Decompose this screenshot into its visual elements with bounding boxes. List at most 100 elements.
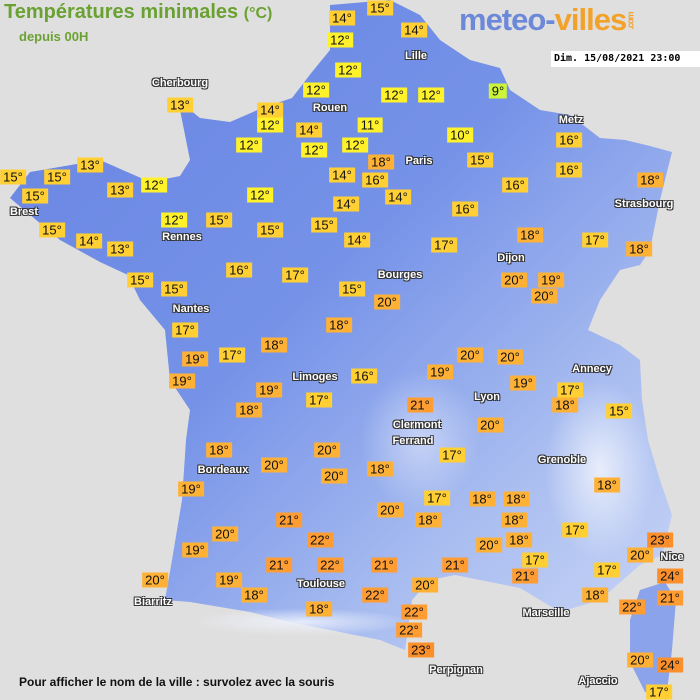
- temperature-marker[interactable]: 15°: [206, 212, 232, 228]
- temperature-marker[interactable]: 19°: [182, 542, 208, 558]
- temperature-marker[interactable]: 20°: [374, 294, 400, 310]
- temperature-marker[interactable]: 20°: [501, 272, 527, 288]
- temperature-marker[interactable]: 20°: [457, 347, 483, 363]
- temperature-marker[interactable]: 18°: [506, 532, 532, 548]
- temperature-marker[interactable]: 15°: [606, 403, 632, 419]
- temperature-marker[interactable]: 12°: [236, 137, 262, 153]
- temperature-marker[interactable]: 14°: [329, 167, 355, 183]
- temperature-marker[interactable]: 12°: [381, 87, 407, 103]
- temperature-marker[interactable]: 12°: [247, 187, 273, 203]
- temperature-marker[interactable]: 12°: [335, 62, 361, 78]
- temperature-marker[interactable]: 15°: [339, 281, 365, 297]
- temperature-marker[interactable]: 18°: [517, 227, 543, 243]
- temperature-marker[interactable]: 21°: [442, 557, 468, 573]
- temperature-marker[interactable]: 14°: [76, 233, 102, 249]
- temperature-marker[interactable]: 16°: [556, 162, 582, 178]
- temperature-marker[interactable]: 10°: [447, 127, 473, 143]
- temperature-marker[interactable]: 12°: [327, 32, 353, 48]
- temperature-marker[interactable]: 20°: [476, 537, 502, 553]
- temperature-marker[interactable]: 17°: [219, 347, 245, 363]
- temperature-marker[interactable]: 15°: [367, 0, 393, 16]
- temperature-marker[interactable]: 17°: [306, 392, 332, 408]
- temperature-marker[interactable]: 18°: [367, 461, 393, 477]
- meteo-villes-logo[interactable]: meteo-villes.com: [459, 2, 643, 38]
- temperature-marker[interactable]: 21°: [371, 557, 397, 573]
- temperature-marker[interactable]: 13°: [107, 241, 133, 257]
- temperature-marker[interactable]: 17°: [439, 447, 465, 463]
- temperature-marker[interactable]: 17°: [582, 232, 608, 248]
- temperature-marker[interactable]: 18°: [501, 512, 527, 528]
- temperature-marker[interactable]: 22°: [317, 557, 343, 573]
- temperature-marker[interactable]: 20°: [314, 442, 340, 458]
- temperature-marker[interactable]: 20°: [497, 349, 523, 365]
- temperature-marker[interactable]: 17°: [172, 322, 198, 338]
- temperature-marker[interactable]: 15°: [22, 188, 48, 204]
- temperature-marker[interactable]: 20°: [412, 577, 438, 593]
- temperature-marker[interactable]: 19°: [178, 481, 204, 497]
- temperature-marker[interactable]: 16°: [362, 172, 388, 188]
- temperature-marker[interactable]: 16°: [226, 262, 252, 278]
- temperature-marker[interactable]: 14°: [296, 122, 322, 138]
- temperature-marker[interactable]: 23°: [647, 532, 673, 548]
- temperature-marker[interactable]: 23°: [408, 642, 434, 658]
- temperature-marker[interactable]: 18°: [326, 317, 352, 333]
- temperature-marker[interactable]: 12°: [418, 87, 444, 103]
- temperature-marker[interactable]: 15°: [0, 169, 26, 185]
- temperature-marker[interactable]: 16°: [556, 132, 582, 148]
- temperature-marker[interactable]: 21°: [512, 568, 538, 584]
- temperature-marker[interactable]: 9°: [488, 83, 508, 99]
- temperature-marker[interactable]: 20°: [627, 652, 653, 668]
- temperature-marker[interactable]: 12°: [342, 137, 368, 153]
- temperature-marker[interactable]: 12°: [303, 82, 329, 98]
- temperature-marker[interactable]: 12°: [141, 177, 167, 193]
- temperature-marker[interactable]: 22°: [307, 532, 333, 548]
- temperature-marker[interactable]: 18°: [469, 491, 495, 507]
- temperature-marker[interactable]: 15°: [161, 281, 187, 297]
- temperature-marker[interactable]: 22°: [619, 599, 645, 615]
- temperature-marker[interactable]: 15°: [127, 272, 153, 288]
- temperature-marker[interactable]: 12°: [161, 212, 187, 228]
- temperature-marker[interactable]: 17°: [646, 684, 672, 700]
- temperature-marker[interactable]: 19°: [182, 351, 208, 367]
- temperature-marker[interactable]: 18°: [206, 442, 232, 458]
- temperature-marker[interactable]: 18°: [503, 491, 529, 507]
- temperature-marker[interactable]: 11°: [357, 117, 383, 133]
- temperature-marker[interactable]: 18°: [582, 587, 608, 603]
- temperature-marker[interactable]: 15°: [39, 222, 65, 238]
- temperature-marker[interactable]: 19°: [169, 373, 195, 389]
- temperature-marker[interactable]: 17°: [557, 382, 583, 398]
- temperature-marker[interactable]: 21°: [407, 397, 433, 413]
- temperature-marker[interactable]: 14°: [344, 232, 370, 248]
- temperature-marker[interactable]: 20°: [531, 288, 557, 304]
- temperature-marker[interactable]: 17°: [562, 522, 588, 538]
- temperature-marker[interactable]: 19°: [510, 375, 536, 391]
- temperature-marker[interactable]: 12°: [257, 117, 283, 133]
- temperature-marker[interactable]: 20°: [142, 572, 168, 588]
- temperature-marker[interactable]: 14°: [257, 102, 283, 118]
- temperature-marker[interactable]: 17°: [424, 490, 450, 506]
- temperature-marker[interactable]: 15°: [311, 217, 337, 233]
- temperature-marker[interactable]: 12°: [301, 142, 327, 158]
- temperature-marker[interactable]: 18°: [594, 477, 620, 493]
- temperature-marker[interactable]: 15°: [44, 169, 70, 185]
- temperature-marker[interactable]: 22°: [362, 587, 388, 603]
- temperature-marker[interactable]: 18°: [415, 512, 441, 528]
- temperature-marker[interactable]: 18°: [236, 402, 262, 418]
- temperature-marker[interactable]: 19°: [256, 382, 282, 398]
- temperature-marker[interactable]: 18°: [637, 172, 663, 188]
- temperature-marker[interactable]: 17°: [431, 237, 457, 253]
- temperature-marker[interactable]: 20°: [377, 502, 403, 518]
- temperature-marker[interactable]: 15°: [467, 152, 493, 168]
- temperature-marker[interactable]: 17°: [594, 562, 620, 578]
- temperature-marker[interactable]: 17°: [522, 552, 548, 568]
- temperature-marker[interactable]: 19°: [427, 364, 453, 380]
- temperature-marker[interactable]: 18°: [626, 241, 652, 257]
- temperature-marker[interactable]: 17°: [282, 267, 308, 283]
- temperature-marker[interactable]: 21°: [276, 512, 302, 528]
- temperature-marker[interactable]: 22°: [396, 622, 422, 638]
- temperature-marker[interactable]: 14°: [329, 10, 355, 26]
- temperature-marker[interactable]: 20°: [477, 417, 503, 433]
- temperature-marker[interactable]: 16°: [452, 201, 478, 217]
- temperature-marker[interactable]: 18°: [368, 154, 394, 170]
- temperature-marker[interactable]: 21°: [266, 557, 292, 573]
